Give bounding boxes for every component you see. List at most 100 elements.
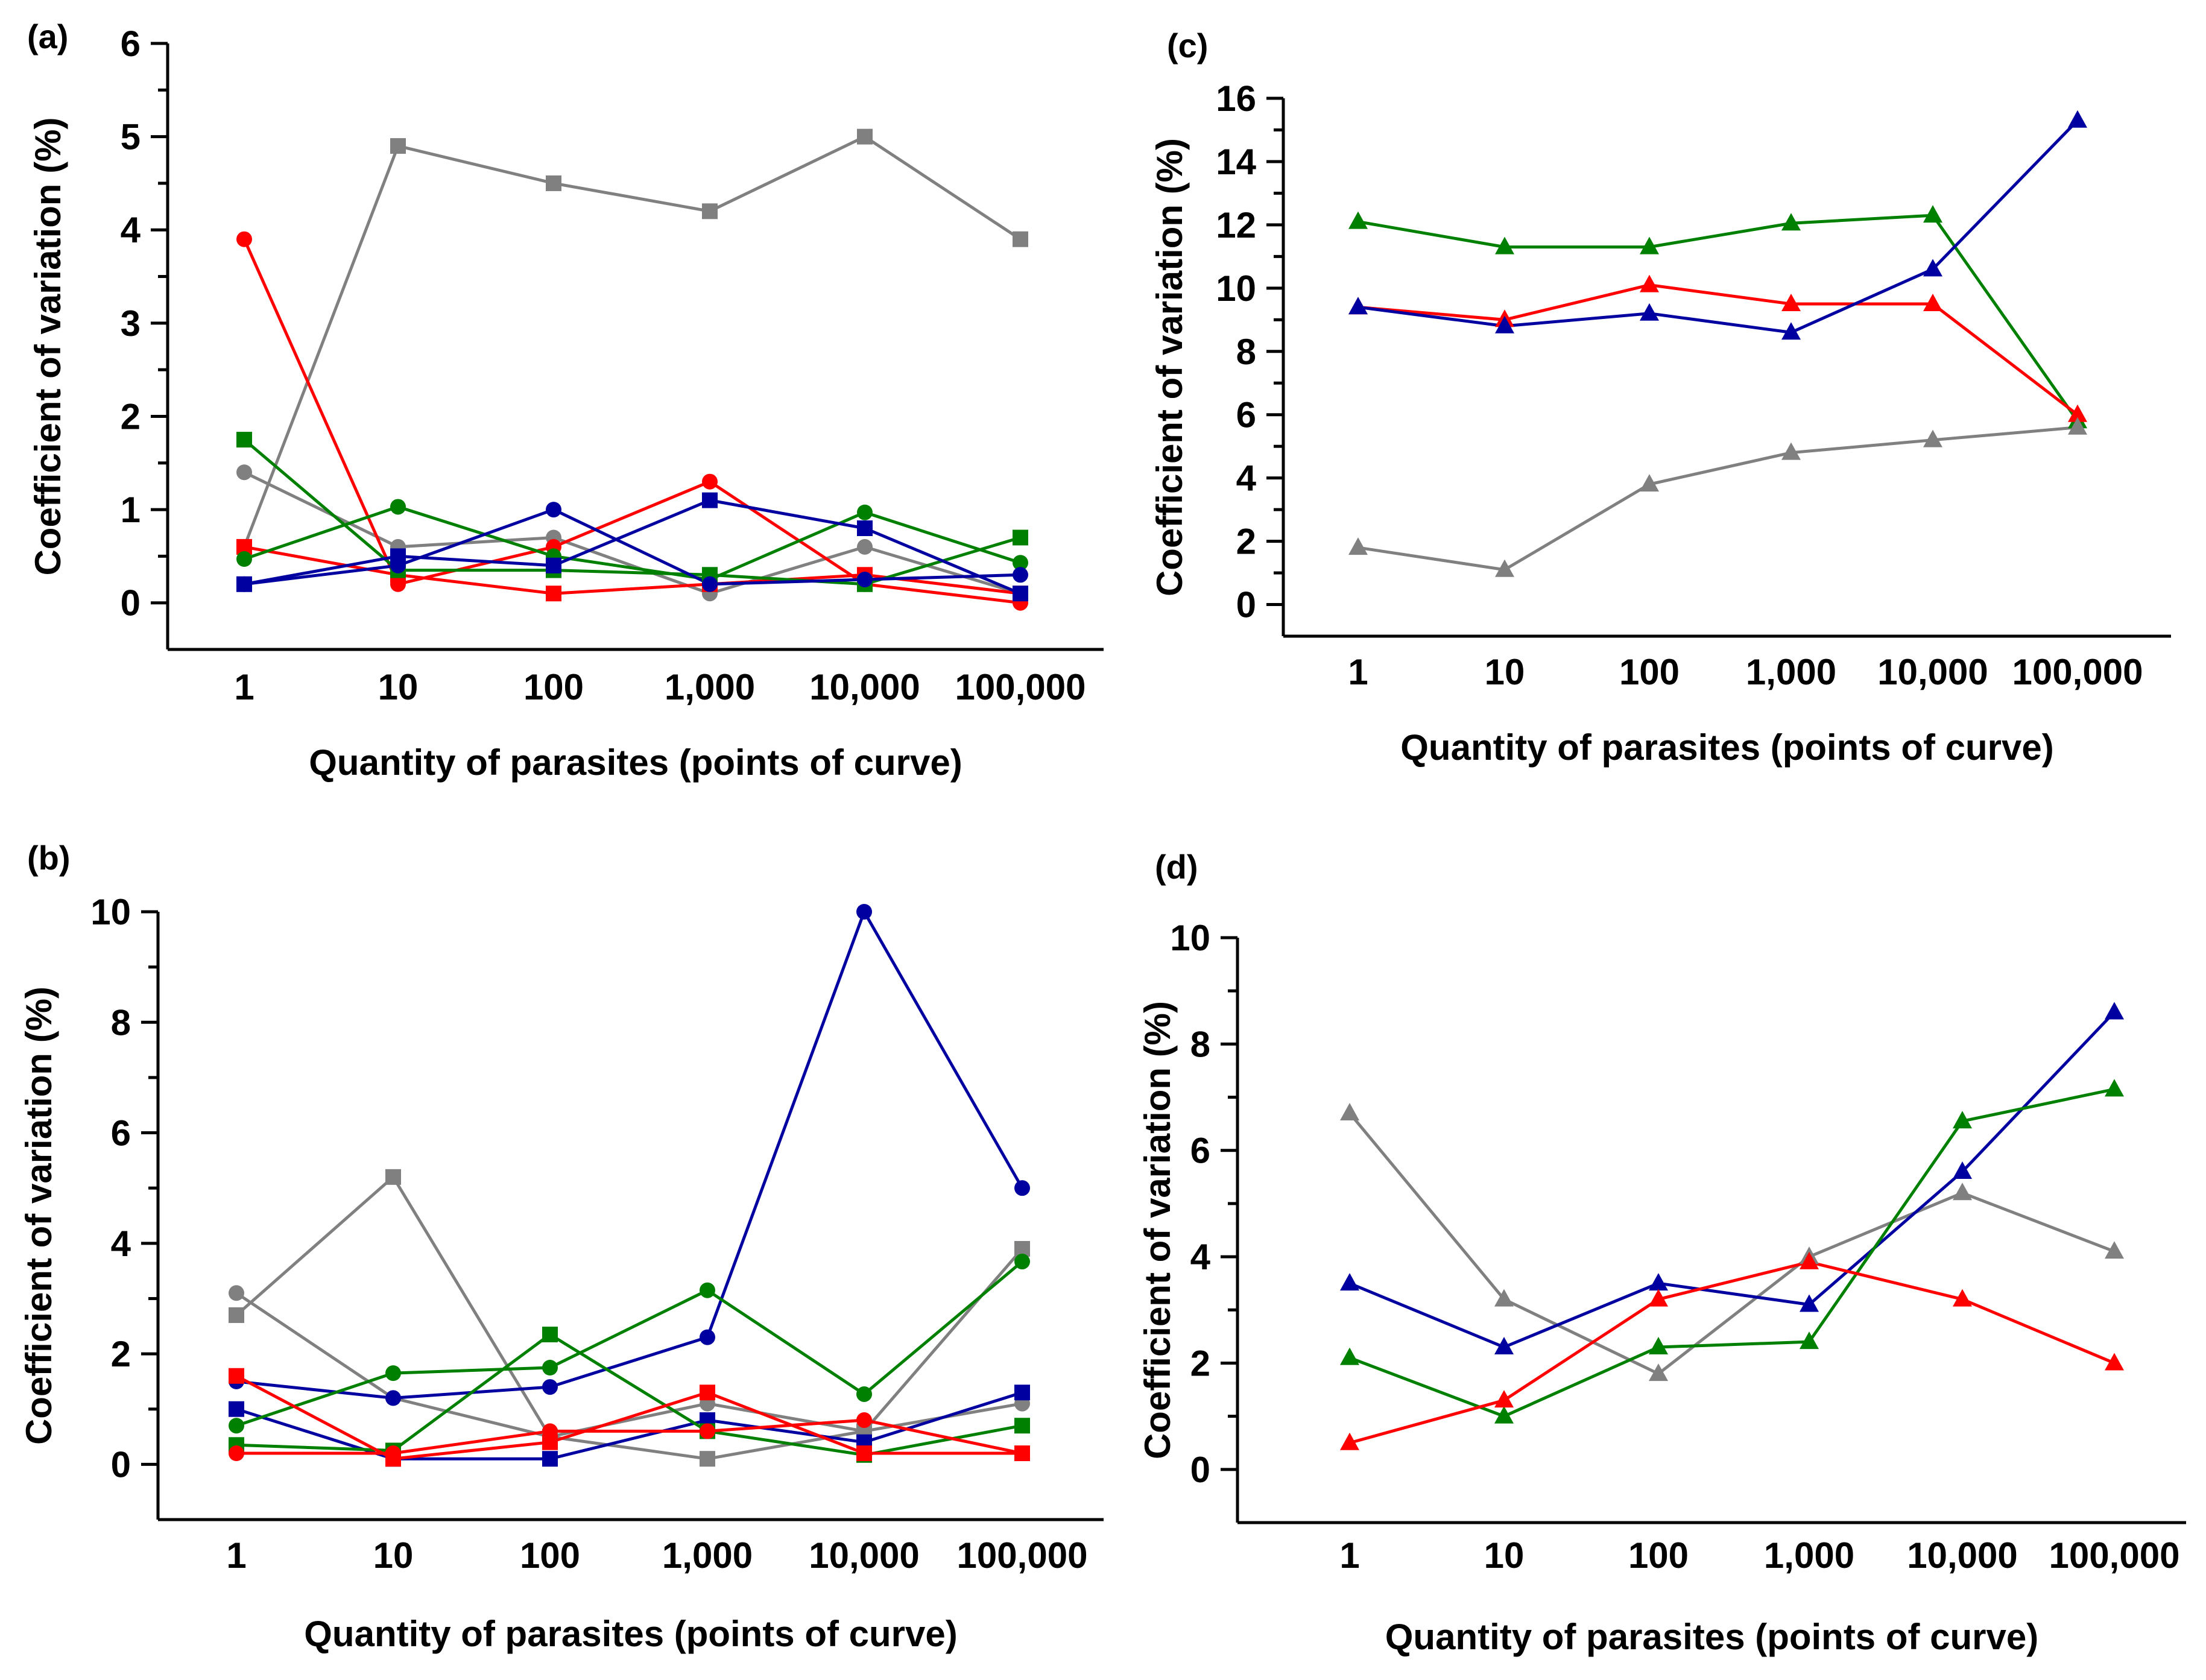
data-point-green-triangle [1923, 205, 1942, 223]
data-point-red-circle [856, 1412, 872, 1429]
data-point-red-triangle [2068, 404, 2087, 422]
data-point-green-circle [236, 551, 252, 567]
x-tick-label: 10,000 [1877, 652, 1988, 692]
data-point-blue-square [1013, 586, 1028, 602]
y-tick-label: 10 [1216, 268, 1256, 309]
data-point-red-square [546, 586, 561, 602]
data-point-blue-triangle [1640, 303, 1659, 321]
x-tick-label: 100 [520, 1535, 580, 1576]
series-line-green-circle [244, 505, 1021, 581]
data-point-blue-circle [857, 572, 873, 588]
series-line-blue-circle [236, 908, 1024, 1400]
data-point-blue-circle [236, 576, 252, 592]
data-point-blue-square [546, 557, 561, 573]
data-point-green-circle [390, 499, 406, 515]
series-line-red-circle [236, 1418, 1023, 1455]
data-point-blue-triangle [1495, 315, 1514, 333]
data-point-blue-square [1014, 1385, 1030, 1401]
series-line-blue-square [244, 499, 1021, 595]
x-axis-title: Quantity of parasites (points of curve) [304, 1614, 958, 1654]
data-point-red-triangle [1649, 1289, 1668, 1307]
data-point-blue-circle [542, 1379, 558, 1395]
data-point-red-circle [700, 1423, 715, 1439]
data-point-green-triangle [1640, 236, 1659, 254]
data-point-gray-triangle [2068, 417, 2087, 435]
y-tick-label: 10 [1170, 918, 1210, 958]
y-axis-title: Coefficient of variation (%) [28, 117, 68, 575]
data-point-blue-triangle [2068, 110, 2087, 128]
data-point-red-circle [542, 1423, 558, 1439]
data-point-blue-triangle [1781, 322, 1801, 340]
data-point-gray-square [700, 1451, 715, 1467]
data-point-gray-square [857, 128, 873, 145]
y-tick-label: 0 [111, 1444, 131, 1485]
y-tick-label: 8 [1190, 1024, 1210, 1064]
series-line-red-square [235, 1374, 1022, 1461]
data-point-gray-square [546, 175, 561, 191]
x-tick-label: 100,000 [957, 1535, 1088, 1576]
y-tick-label: 0 [1236, 585, 1256, 625]
x-tick-label: 100,000 [955, 667, 1086, 707]
data-point-gray-square [702, 203, 718, 219]
data-point-gray-triangle [1953, 1183, 1972, 1201]
data-point-red-triangle [1781, 294, 1801, 312]
series-line-green-circle [236, 1260, 1023, 1427]
x-tick-label: 10,000 [1907, 1535, 2018, 1576]
x-tick-label: 10,000 [809, 667, 920, 707]
y-axis-title: Coefficient of variation (%) [19, 987, 59, 1445]
data-point-red-triangle [1800, 1251, 1819, 1269]
y-tick-label: 1 [121, 490, 141, 530]
data-point-green-circle [1013, 555, 1028, 571]
data-point-green-square [236, 432, 252, 448]
data-point-gray-triangle [1494, 1289, 1514, 1307]
y-axis-title: Coefficient of variation (%) [1149, 138, 1190, 596]
series-line-blue-circle [244, 508, 1021, 586]
data-point-gray-triangle [1923, 429, 1942, 447]
series-line-gray-triangle [1357, 426, 2078, 572]
data-point-green-circle [229, 1418, 244, 1434]
y-axis-title: Coefficient of variation (%) [1137, 1001, 1178, 1459]
series-line-gray-square [235, 1174, 1023, 1461]
data-point-green-circle [542, 1360, 558, 1375]
x-axis-title: Quantity of parasites (points of curve) [309, 742, 962, 783]
y-tick-label: 0 [1190, 1450, 1210, 1490]
panel-label: (d) [1155, 848, 1198, 886]
x-tick-label: 10 [373, 1535, 414, 1576]
data-point-gray-circle [857, 538, 873, 555]
data-point-blue-triangle [2105, 1002, 2124, 1020]
data-point-gray-square [229, 1307, 244, 1323]
data-point-blue-triangle [1340, 1273, 1359, 1291]
x-tick-label: 10,000 [809, 1535, 920, 1576]
y-tick-label: 8 [111, 1002, 131, 1043]
data-point-green-circle [385, 1365, 401, 1382]
data-point-red-square [700, 1385, 715, 1401]
data-point-red-circle [1014, 1445, 1030, 1462]
data-point-green-circle [857, 504, 873, 520]
data-point-green-square [1013, 529, 1028, 546]
data-point-red-circle [229, 1445, 244, 1462]
y-tick-label: 3 [121, 303, 141, 344]
series-line-gray-square [242, 134, 1022, 548]
y-tick-label: 6 [111, 1113, 131, 1154]
data-point-green-triangle [1495, 236, 1514, 254]
series-line-red-triangle [1349, 1260, 2115, 1445]
y-tick-label: 14 [1216, 142, 1256, 182]
series-line-blue-triangle [1349, 1011, 2116, 1349]
y-tick-label: 6 [121, 24, 141, 64]
y-tick-label: 6 [1190, 1131, 1210, 1171]
data-point-blue-triangle [1953, 1161, 1972, 1179]
x-tick-label: 100,000 [2049, 1535, 2180, 1576]
series-line-blue-triangle [1357, 119, 2079, 334]
panel-b: (b) 0 2 4 6 8 10 1 10 100 1,000 10,000 100,000 Quanti… [19, 839, 1104, 1654]
data-point-blue-square [857, 520, 873, 536]
data-point-gray-triangle [2105, 1241, 2124, 1259]
data-point-green-triangle [1800, 1331, 1819, 1350]
data-point-red-triangle [1953, 1289, 1972, 1307]
x-tick-label: 1 [1348, 652, 1368, 692]
data-point-red-triangle [2105, 1353, 2124, 1371]
series-line-green-triangle [1357, 213, 2079, 422]
y-tick-label: 2 [121, 396, 141, 437]
series-line-green-square [243, 438, 1021, 586]
y-tick-label: 4 [1190, 1237, 1211, 1277]
